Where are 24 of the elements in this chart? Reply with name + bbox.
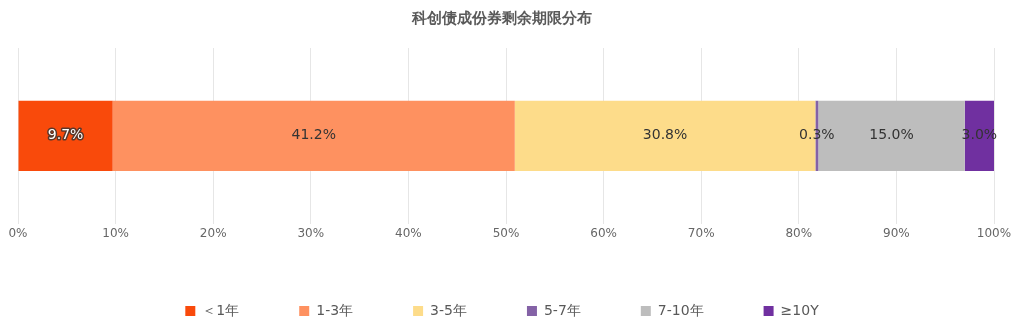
data-label: 41.2%: [291, 126, 336, 143]
x-tick-label: 20%: [199, 225, 227, 240]
x-tick-label: 30%: [297, 225, 325, 240]
legend-label: 3-5年: [430, 301, 467, 318]
bar: [18, 100, 113, 171]
data-label: 30.8%: [642, 126, 688, 143]
data-label: 15.0%: [869, 126, 914, 143]
bar: [112, 100, 515, 171]
x-tick-label: 60%: [590, 225, 617, 240]
data-label: 9.7%: [47, 126, 84, 143]
x-tick-label: 0%: [8, 225, 28, 240]
x-tick-label: 90%: [883, 225, 910, 240]
legend-label: 7-10年: [657, 301, 704, 318]
legend-label: 1-3年: [316, 301, 354, 318]
x-tick-label: 50%: [492, 225, 520, 240]
legend-label: ≥10Y: [780, 301, 820, 318]
x-tick-label: 80%: [785, 225, 813, 240]
legend-label: 5-7年: [543, 301, 581, 318]
x-tick-label: 100%: [976, 225, 1012, 240]
chart-title: 科创债成份券剩余期限分布: [411, 8, 592, 27]
x-tick-label: 70%: [687, 225, 715, 240]
x-tick-label: 40%: [395, 225, 422, 240]
legend-label: ＜1年: [202, 301, 240, 318]
x-tick-label: 10%: [102, 225, 129, 240]
